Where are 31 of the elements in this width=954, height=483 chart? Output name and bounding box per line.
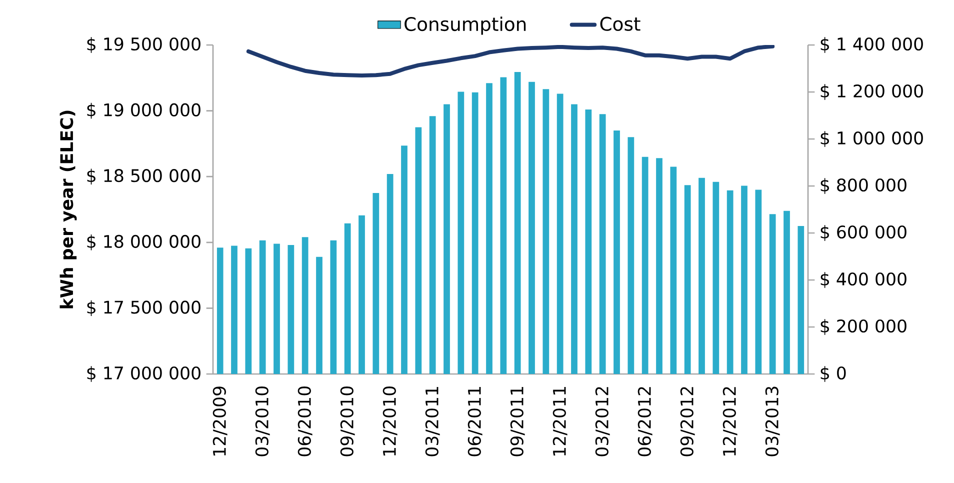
y-axis-title: kWh per year (ELEC) [60, 110, 77, 308]
y2-tick-label: $ 600 000 [820, 225, 906, 241]
x-tick-label: 03/2012 [595, 387, 610, 456]
x-tick-label: 12/2011 [552, 386, 568, 456]
x-tick-label: 06/2011 [468, 386, 482, 456]
legend-label: Cost [600, 16, 640, 31]
y-tick-label: $ 19 000 000 [87, 102, 200, 119]
x-tick-label: 06/2010 [298, 386, 312, 456]
x-tick-label: 09/2010 [340, 386, 355, 456]
x-tick-label: 03/2011 [425, 386, 440, 456]
y2-tick-label: $ 1 200 000 [820, 84, 923, 100]
y-tick-label: $ 19 500 000 [87, 37, 200, 53]
x-tick-label: 06/2012 [638, 387, 652, 456]
x-tick-label: 12/2012 [722, 387, 738, 456]
x-tick-label: 09/2012 [680, 387, 695, 456]
y2-tick-label: $ 800 000 [820, 178, 906, 194]
x-tick-label: 12/2009 [212, 386, 228, 456]
y-tick-label: $ 17 500 000 [87, 300, 200, 316]
legend-label: Consumption [404, 16, 526, 35]
x-tick-label: 03/2010 [255, 386, 270, 456]
y2-tick-label: $ 200 000 [820, 319, 906, 335]
y-tick-label: $ 18 500 000 [87, 168, 200, 184]
y2-tick-label: $ 0 [820, 366, 846, 382]
y-tick-label: $ 17 000 000 [87, 366, 200, 382]
y2-tick-label: $ 400 000 [820, 272, 906, 288]
x-tick-label: 12/2010 [382, 386, 398, 456]
x-tick-label: 09/2011 [510, 386, 525, 456]
y2-tick-label: $ 1 400 000 [820, 37, 923, 53]
y2-tick-label: $ 1 000 000 [820, 131, 923, 147]
y-tick-label: $ 18 000 000 [87, 234, 200, 250]
x-tick-label: 03/2013 [765, 386, 780, 456]
